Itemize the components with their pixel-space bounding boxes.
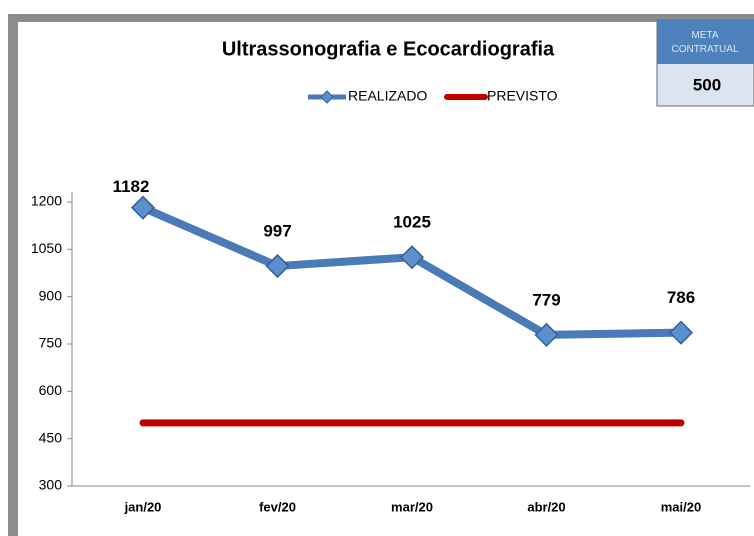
meta-header	[657, 20, 754, 64]
x-tick-label: mai/20	[661, 499, 701, 514]
legend-marker	[320, 90, 334, 104]
y-tick-label: 600	[39, 382, 63, 398]
legend-label: REALIZADO	[348, 88, 427, 104]
data-label: 786	[667, 288, 695, 307]
marker	[265, 253, 290, 279]
x-tick-label: abr/20	[527, 499, 565, 514]
meta-label: META CONTRATUAL	[671, 30, 738, 55]
marker	[399, 245, 425, 270]
x-tick-label: jan/20	[124, 499, 162, 514]
chart-area	[18, 22, 754, 536]
data-label: 1182	[113, 177, 150, 196]
chart-title: Ultrassonografia e Ecocardiografia	[222, 38, 555, 60]
marker	[130, 195, 156, 220]
marker	[668, 320, 694, 345]
data-label: 779	[532, 290, 560, 309]
data-label: 997	[263, 222, 291, 241]
x-tick-label: mar/20	[391, 499, 433, 514]
meta-value: 500	[693, 75, 721, 94]
y-tick-label: 1050	[31, 240, 62, 256]
data-label: 1025	[393, 213, 431, 232]
legend-label: PREVISTO	[487, 88, 558, 104]
y-tick-label: 750	[39, 335, 63, 351]
y-tick-label: 450	[39, 429, 63, 445]
marker	[534, 322, 559, 347]
y-tick-label: 1200	[31, 193, 62, 209]
y-tick-label: 900	[39, 287, 63, 303]
y-tick-label: 300	[39, 477, 63, 493]
x-tick-label: fev/20	[259, 499, 296, 514]
